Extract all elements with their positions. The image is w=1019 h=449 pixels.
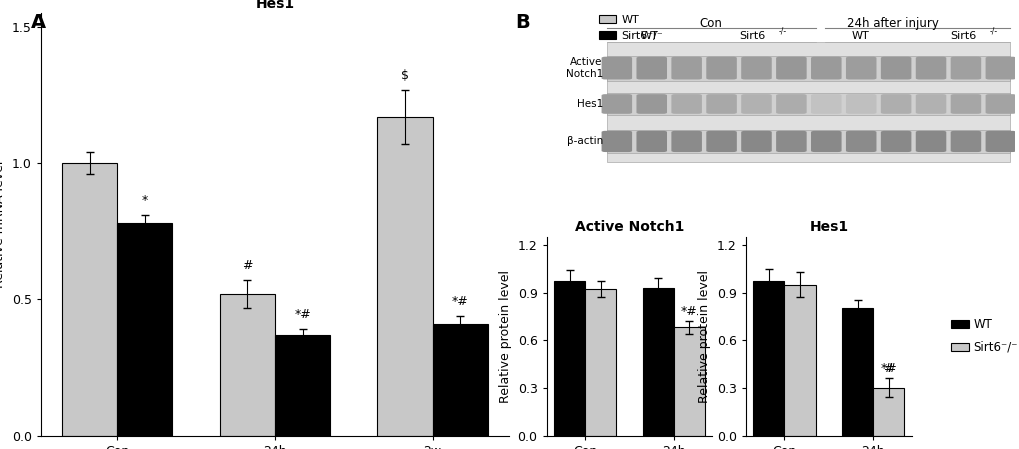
Title: Hes1: Hes1 [255,0,294,11]
Text: #: # [882,362,893,375]
FancyBboxPatch shape [671,57,701,79]
FancyBboxPatch shape [810,94,841,114]
Text: Active
Notch1: Active Notch1 [565,57,602,79]
FancyBboxPatch shape [601,131,632,152]
FancyBboxPatch shape [775,57,806,79]
Text: B: B [515,13,529,32]
FancyBboxPatch shape [915,131,946,152]
Text: *#: *# [451,295,468,308]
Bar [219,294,275,436]
FancyBboxPatch shape [636,131,666,152]
Text: *#: *# [879,362,897,375]
FancyBboxPatch shape [705,94,736,114]
Bar [753,282,784,436]
Text: -/-: -/- [777,27,786,36]
Bar [784,285,815,436]
FancyBboxPatch shape [984,94,1015,114]
FancyBboxPatch shape [741,131,771,152]
FancyBboxPatch shape [636,94,666,114]
Y-axis label: Relative protein level: Relative protein level [498,270,512,403]
FancyBboxPatch shape [601,57,632,79]
Bar [607,93,1009,115]
Text: Hes1: Hes1 [576,99,602,109]
Bar [842,308,872,436]
FancyBboxPatch shape [845,94,875,114]
FancyBboxPatch shape [601,94,632,114]
Legend: WT, Sirt6⁻/⁻: WT, Sirt6⁻/⁻ [950,318,1017,354]
Text: #: # [242,259,253,272]
Text: β-actin: β-actin [566,136,602,146]
Text: *: * [142,194,148,207]
Bar [642,288,674,436]
Text: WT: WT [851,31,868,41]
Text: 24h after injury: 24h after injury [847,17,938,30]
FancyBboxPatch shape [671,94,701,114]
FancyBboxPatch shape [880,131,911,152]
Legend: WT, Sirt6⁻/⁻: WT, Sirt6⁻/⁻ [594,11,666,45]
FancyBboxPatch shape [984,57,1015,79]
Bar [607,42,1009,162]
FancyBboxPatch shape [880,57,911,79]
Text: -/-: -/- [988,27,997,36]
FancyBboxPatch shape [741,57,771,79]
Bar [377,117,432,436]
Text: *#: *# [681,305,697,318]
FancyBboxPatch shape [775,94,806,114]
FancyBboxPatch shape [741,94,771,114]
Bar [62,163,117,436]
Bar [872,388,904,436]
Y-axis label: Relative protein level: Relative protein level [698,270,710,403]
FancyBboxPatch shape [950,131,980,152]
FancyBboxPatch shape [915,94,946,114]
FancyBboxPatch shape [845,57,875,79]
Title: Active Notch1: Active Notch1 [575,220,684,234]
FancyBboxPatch shape [984,131,1015,152]
Bar [117,223,172,436]
Bar [553,282,585,436]
FancyBboxPatch shape [705,57,736,79]
FancyBboxPatch shape [950,94,980,114]
Bar [585,289,615,436]
Title: Hes1: Hes1 [808,220,848,234]
Text: Sirt6: Sirt6 [950,31,975,41]
Bar [674,327,704,436]
Text: WT: WT [640,31,658,41]
Text: A: A [31,13,46,32]
Y-axis label: Relative mRNA level: Relative mRNA level [0,161,6,288]
FancyBboxPatch shape [950,57,980,79]
Bar [432,324,487,436]
FancyBboxPatch shape [880,94,911,114]
FancyBboxPatch shape [810,131,841,152]
FancyBboxPatch shape [845,131,875,152]
Text: Con: Con [698,17,721,30]
Text: $: $ [400,69,409,82]
FancyBboxPatch shape [810,57,841,79]
FancyBboxPatch shape [775,131,806,152]
Bar [607,56,1009,80]
Bar [275,335,330,436]
FancyBboxPatch shape [705,131,736,152]
FancyBboxPatch shape [636,57,666,79]
FancyBboxPatch shape [915,57,946,79]
Text: *#: *# [293,308,311,321]
Bar [607,130,1009,153]
Text: Sirt6: Sirt6 [739,31,765,41]
FancyBboxPatch shape [671,131,701,152]
